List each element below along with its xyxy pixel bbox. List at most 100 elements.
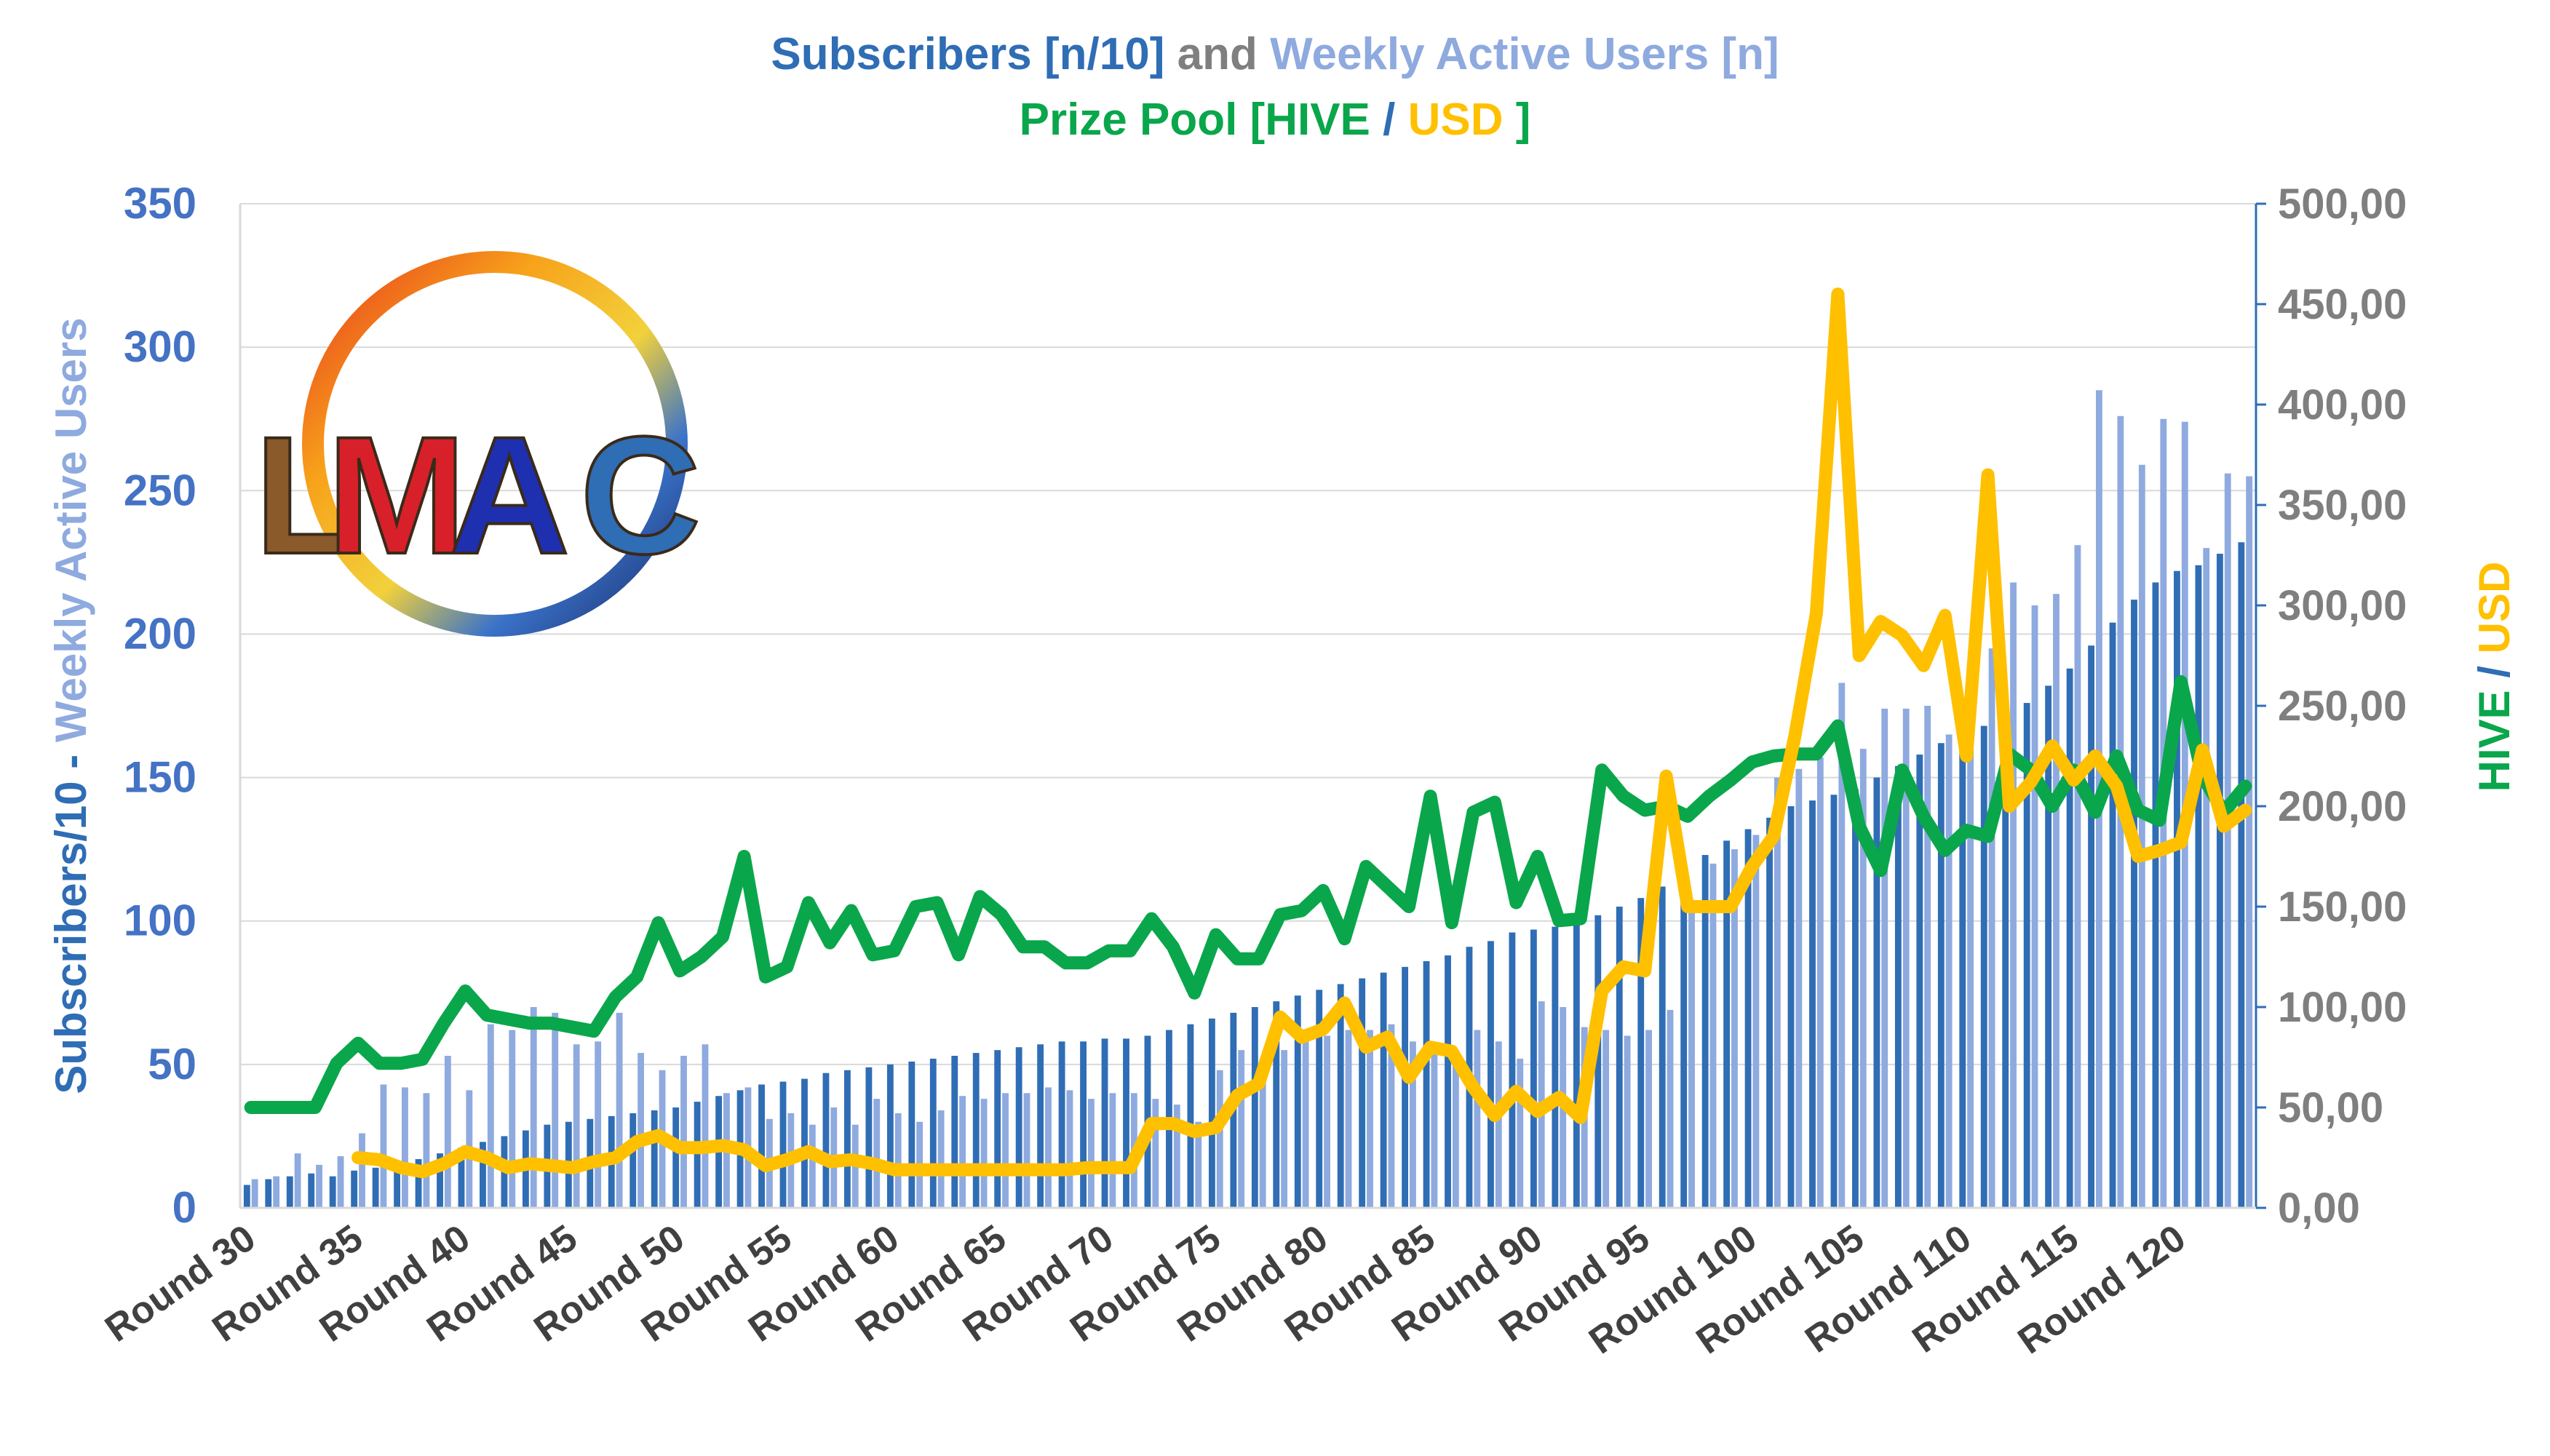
subscribers-bar [694,1102,701,1208]
weekly-active-users-bar [402,1087,408,1208]
subscribers-bar [480,1142,486,1208]
subscribers-bar [651,1110,658,1208]
subscribers-bar [801,1078,808,1208]
weekly-active-users-bar [1087,1099,1095,1208]
subscribers-bar [243,1185,250,1208]
subscribers-bar [2023,703,2030,1208]
weekly-active-users-bar [980,1099,988,1208]
weekly-active-users-bar [1902,708,1910,1208]
subscribers-bar [1809,800,1816,1208]
subscribers-bar [329,1176,336,1208]
weekly-active-users-bar [2224,473,2231,1208]
subscribers-bar [1916,755,1923,1208]
weekly-active-users-bar [1795,768,1803,1208]
subscribers-bar [758,1084,765,1208]
right-tick-label: 350,00 [2278,482,2407,529]
weekly-active-users-bar [1816,757,1824,1208]
subscribers-bar [1830,795,1838,1208]
subscribers-bar [929,1058,937,1208]
weekly-active-users-bar [1667,1009,1674,1208]
right-tick-label: 50,00 [2278,1084,2383,1131]
weekly-active-users-bar [359,1133,365,1208]
logo-letter: L [255,402,357,589]
weekly-active-users-bar [1367,1030,1373,1208]
subscribers-bar [351,1170,358,1208]
weekly-active-users-bar [1945,734,1953,1208]
weekly-active-users-bar [1602,1030,1610,1208]
subscribers-bar [1101,1038,1108,1208]
subscribers-bar [286,1176,293,1208]
chart-title: Subscribers [n/10] and Weekly Active Use… [771,29,1779,145]
weekly-active-users-bar [638,1053,644,1208]
subscribers-bar [1980,725,1987,1208]
subscribers-bar [1766,817,1773,1208]
subscribers-bar [629,1113,637,1208]
subscribers-bar [1787,806,1795,1208]
weekly-active-users-bar [1731,849,1738,1208]
weekly-active-users-bar [1345,1030,1352,1208]
weekly-active-users-bar [1195,1121,1202,1208]
weekly-active-users-bar [1238,1050,1245,1208]
weekly-active-users-bar [573,1044,580,1208]
line-series-group [244,287,2252,1179]
subscribers-bar [1402,966,1409,1208]
weekly-active-users-bar [1924,706,1931,1208]
subscribers-bar [1937,743,1945,1208]
subscribers-bar [779,1081,787,1208]
subscribers-bar [1616,907,1623,1208]
logo-letter: C [580,402,701,589]
logo-ring [302,251,688,637]
subscribers-bar [265,1179,272,1208]
weekly-active-users-bar [294,1153,301,1208]
subscribers-bar [1359,978,1366,1208]
right-tick-label: 200,00 [2278,783,2407,830]
weekly-active-users-bar [894,1113,902,1208]
subscribers-bar [2238,542,2245,1208]
weekly-active-users-bar [1645,1030,1652,1208]
weekly-active-users-bar [873,1099,881,1208]
weekly-active-users-bar [937,1110,945,1208]
weekly-active-users-bar [1688,909,1695,1208]
weekly-active-users-bar [1066,1090,1073,1208]
subscribers-bar [2066,668,2073,1208]
subscribers-bar [1573,920,1580,1208]
subscribers-bar [2195,565,2202,1208]
right-axis-title: HIVE / USD [2470,562,2519,792]
weekly-active-users-bar [959,1096,966,1208]
right-tick-label: 150,00 [2278,883,2407,931]
weekly-active-users-bar [1173,1105,1180,1208]
subscribers-bar [2174,570,2180,1208]
weekly-active-users-bar [509,1030,516,1208]
subscribers-bar [1037,1044,1044,1208]
logo-letter: M [327,402,466,589]
weekly-active-users-bar [552,1012,559,1208]
weekly-active-users-bar [1495,1041,1502,1208]
subscribers-bar [2002,714,2009,1208]
left-tick-label: 150 [124,753,196,802]
subscribers-bar [308,1173,315,1208]
subscribers-bar [972,1053,980,1208]
subscribers-bar [394,1164,401,1208]
weekly-active-users-bar [1045,1087,1052,1208]
subscribers-bar [886,1064,894,1208]
weekly-active-users-bar [487,1024,494,1208]
weekly-active-users-bar [1452,1064,1459,1208]
weekly-active-users-bar [444,1056,451,1208]
subscribers-bar [844,1070,851,1208]
subscribers-bar [1530,929,1537,1208]
left-tick-label: 100 [124,896,196,945]
right-tick-label: 100,00 [2278,984,2407,1031]
logo-letter: A [449,402,570,589]
subscribers-bar [1015,1047,1022,1208]
subscribers-bar [1294,995,1301,1208]
subscribers-bar [1744,829,1752,1208]
weekly-active-users-bar [2053,594,2060,1208]
subscribers-bar [415,1158,422,1208]
weekly-active-users-bar [1838,683,1846,1208]
weekly-active-users-bar [616,1012,623,1208]
subscribers-bar [1080,1041,1087,1208]
right-tick-label: 500,00 [2278,180,2407,228]
subscribers-bar [1445,955,1451,1208]
subscribers-bar [1123,1038,1129,1208]
